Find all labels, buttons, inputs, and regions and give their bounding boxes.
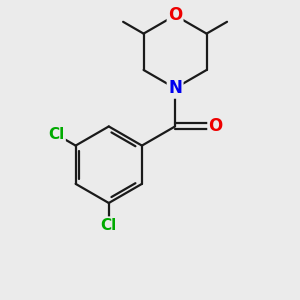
Text: N: N bbox=[168, 79, 182, 97]
Text: O: O bbox=[168, 6, 182, 24]
Text: N: N bbox=[168, 79, 182, 97]
Text: O: O bbox=[208, 117, 223, 135]
Text: Cl: Cl bbox=[48, 127, 64, 142]
Text: Cl: Cl bbox=[101, 218, 117, 232]
